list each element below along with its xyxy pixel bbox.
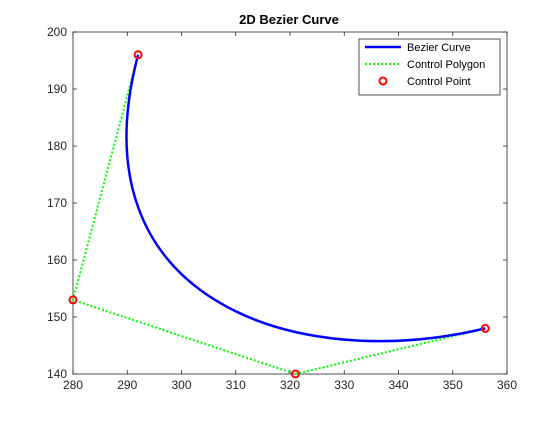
y-tick-label-3: 170: [47, 196, 67, 210]
legend-label-1: Control Polygon: [407, 59, 485, 71]
legend-box: [358, 38, 501, 96]
x-tick-label-4: 320: [280, 378, 300, 392]
x-tick-label-5: 330: [334, 378, 354, 392]
chart-title: 2D Bezier Curve: [239, 12, 339, 27]
x-tick-label-2: 300: [171, 378, 191, 392]
legend-label-0: Bezier Curve: [407, 42, 471, 54]
x-tick-label-3: 310: [226, 378, 246, 392]
bezier-curve-line: [125, 54, 486, 343]
x-tick-label-1: 290: [117, 378, 137, 392]
control-point-1: [68, 295, 78, 305]
x-tick-label-7: 350: [443, 378, 463, 392]
y-tick-label-1: 150: [47, 310, 67, 324]
y-tick-label-5: 190: [47, 82, 67, 96]
control-point-3: [480, 323, 490, 333]
y-tick-label-2: 160: [47, 253, 67, 267]
control-polygon-line: [71, 54, 486, 376]
x-tick-label-8: 360: [497, 378, 517, 392]
legend-label-2: Control Point: [407, 76, 471, 88]
y-tick-label-4: 180: [47, 139, 67, 153]
legend-swatch-point: [378, 76, 388, 86]
plot-area: 280 290 300 310 320 330 340 350 360 140 150 160 170 1…: [47, 25, 517, 392]
x-tick-label-0: 280: [63, 378, 83, 392]
x-tick-label-6: 340: [388, 378, 408, 392]
control-point-0: [133, 50, 143, 60]
y-tick-label-6: 200: [47, 25, 67, 39]
control-point-2: [290, 369, 300, 379]
y-tick-label-0: 140: [47, 367, 67, 381]
